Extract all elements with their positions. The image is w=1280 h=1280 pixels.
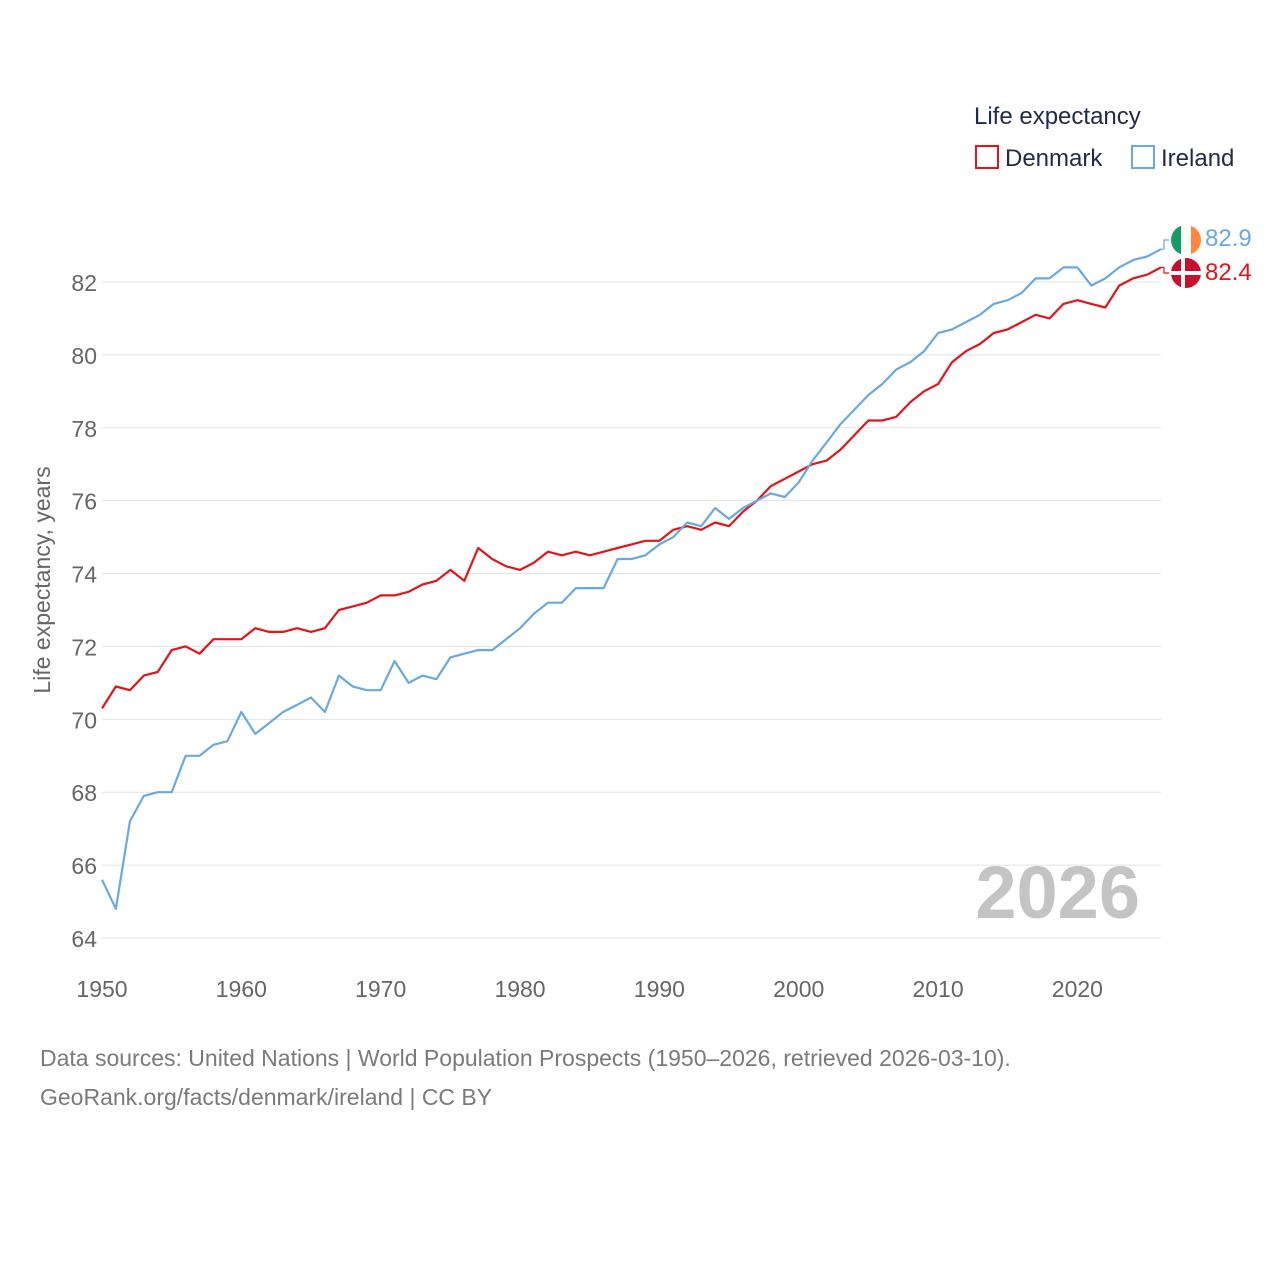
x-tick-label: 1950: [76, 976, 127, 1002]
legend-swatch-ireland: [1131, 145, 1155, 169]
credit-link[interactable]: GeoRank.org/facts/denmark/ireland | CC B…: [40, 1084, 493, 1110]
year-watermark: 2026: [975, 851, 1140, 934]
data-sources: Data sources: United Nations | World Pop…: [40, 1045, 1011, 1071]
y-tick-label: 64: [71, 926, 97, 952]
y-axis-label: Life expectancy, years: [29, 466, 55, 693]
ireland-flag-icon: [1171, 225, 1201, 255]
y-tick-label: 80: [71, 343, 97, 369]
legend-label-denmark: Denmark: [1005, 145, 1103, 172]
x-tick-label: 1960: [216, 976, 267, 1002]
denmark-flag-icon: [1171, 258, 1201, 288]
series-line-ireland: [101, 248, 1162, 910]
y-tick-label: 68: [71, 780, 97, 806]
y-tick-label: 74: [71, 562, 97, 588]
end-connector-ireland: [1161, 239, 1169, 250]
grid-lines: [102, 281, 1161, 939]
x-tick-label: 1980: [494, 976, 545, 1002]
series-lines: [101, 239, 1169, 910]
end-connector-denmark: [1161, 266, 1169, 274]
legend: Life expectancy Denmark Ireland: [974, 103, 1234, 172]
y-axis-ticks: 64 66 68 70 72 74 76 78 80 82: [71, 270, 97, 952]
legend-title: Life expectancy: [974, 103, 1141, 130]
y-tick-label: 82: [71, 270, 97, 296]
legend-swatch-denmark: [975, 145, 999, 169]
x-tick-label: 1990: [634, 976, 685, 1002]
line-chart: 64 66 68 70 72 74 76 78 80 82 1950 1960 1970 1980 199…: [29, 103, 1252, 1002]
y-tick-label: 72: [71, 634, 97, 660]
x-axis-ticks: 1950 1960 1970 1980 1990 2000 2010 2020: [76, 976, 1103, 1002]
x-tick-label: 2000: [773, 976, 824, 1002]
x-tick-label: 2010: [912, 976, 963, 1002]
x-tick-label: 1970: [355, 976, 406, 1002]
y-tick-label: 78: [71, 416, 97, 442]
ireland-end-label: 82.9: [1205, 225, 1252, 252]
series-line-denmark: [101, 266, 1162, 709]
y-tick-label: 76: [71, 489, 97, 515]
y-tick-label: 66: [71, 853, 97, 879]
x-tick-label: 2020: [1052, 976, 1103, 1002]
legend-label-ireland: Ireland: [1161, 145, 1234, 172]
y-tick-label: 70: [71, 707, 97, 733]
denmark-end-label: 82.4: [1205, 259, 1252, 286]
